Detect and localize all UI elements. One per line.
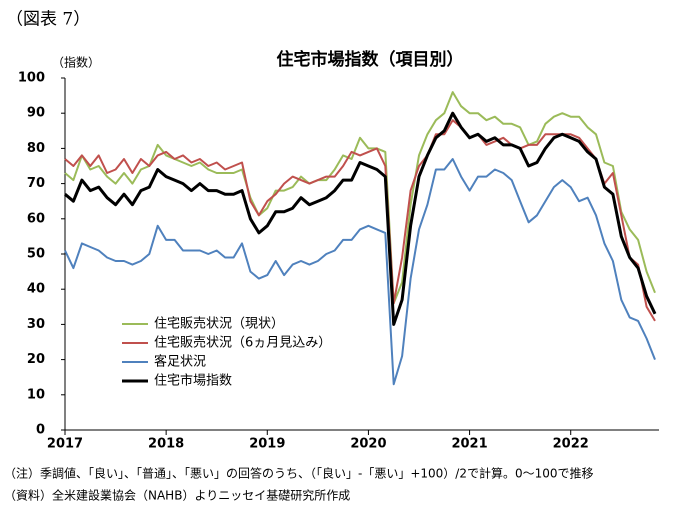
y-axis-label: （指数） — [52, 55, 100, 70]
y-tick-label: 20 — [27, 352, 45, 367]
y-tick-label: 90 — [27, 106, 45, 121]
y-tick-label: 40 — [27, 282, 45, 297]
y-tick-label: 10 — [27, 387, 45, 402]
figure-label: （図表 7） — [6, 10, 90, 30]
legend-label: 住宅販売状況（現状） — [154, 316, 284, 332]
y-tick-label: 30 — [27, 317, 45, 332]
y-tick-label: 50 — [27, 247, 45, 262]
note: （注）季調値、「良い」、「普通」、「悪い」の回答のうち、（「良い」-「悪い」+1… — [4, 466, 594, 481]
series-line — [64, 158, 656, 386]
x-tick-label: 2022 — [553, 437, 589, 452]
y-tick-label: 80 — [27, 141, 45, 156]
legend-label: 客足状況 — [154, 354, 206, 370]
legend-label: 住宅市場指数 — [154, 373, 232, 389]
x-tick-label: 2017 — [47, 437, 83, 452]
x-tick-label: 2020 — [350, 437, 386, 452]
x-tick-label: 2019 — [249, 437, 285, 452]
x-tick-label: 2018 — [148, 437, 184, 452]
y-tick-label: 60 — [27, 211, 45, 226]
series-line — [64, 91, 656, 305]
legend-label: 住宅販売状況（6ヵ月見込み） — [154, 335, 331, 351]
source: （資料）全米建設業協会（NAHB）よりニッセイ基礎研究所作成 — [4, 488, 350, 503]
y-tick-label: 0 — [36, 423, 45, 438]
series-line — [64, 119, 656, 322]
x-tick-label: 2021 — [451, 437, 487, 452]
series-line — [64, 111, 657, 326]
y-tick-label: 100 — [18, 71, 45, 86]
chart-title: 住宅市場指数（項目別） — [277, 49, 464, 70]
y-tick-label: 70 — [27, 176, 45, 191]
